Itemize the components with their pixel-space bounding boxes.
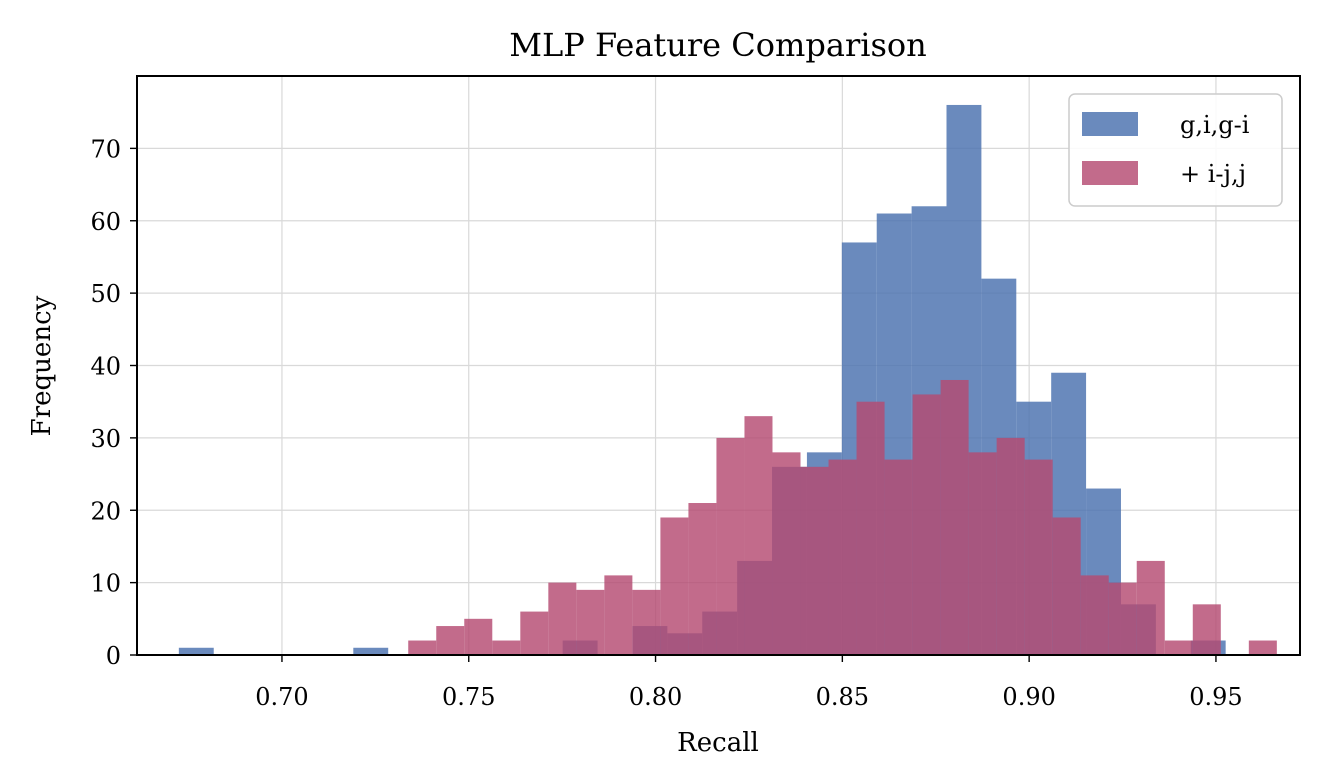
histogram-bar bbox=[772, 452, 801, 655]
histogram-bar bbox=[940, 379, 969, 655]
y-tick-label: 20 bbox=[90, 497, 121, 525]
histogram-bar bbox=[716, 437, 745, 655]
histogram-bar bbox=[492, 640, 521, 655]
histogram-bar bbox=[660, 517, 689, 655]
histogram-bar bbox=[912, 394, 941, 655]
histogram-bar bbox=[178, 647, 214, 655]
histogram-bar bbox=[884, 459, 913, 655]
histogram-bar bbox=[353, 647, 389, 655]
chart-title: MLP Feature Comparison bbox=[509, 26, 927, 64]
x-tick-label: 0.90 bbox=[1002, 683, 1055, 711]
series-1-bars bbox=[408, 379, 1277, 655]
y-axis-ticks: 0 10 20 30 40 50 60 70 bbox=[90, 135, 137, 670]
y-tick-label: 60 bbox=[90, 208, 121, 236]
x-tick-label: 0.80 bbox=[629, 683, 682, 711]
histogram-bar bbox=[968, 452, 997, 655]
histogram-bar bbox=[576, 589, 605, 655]
legend-box bbox=[1068, 93, 1283, 207]
legend: g,i,g-i + i-j,j bbox=[1068, 93, 1283, 207]
histogram-bar bbox=[744, 416, 773, 655]
x-axis-ticks: 0.70 0.75 0.80 0.85 0.90 0.95 bbox=[255, 655, 1243, 711]
histogram-bar bbox=[1136, 560, 1165, 655]
y-tick-label: 10 bbox=[90, 570, 121, 598]
histogram-bar bbox=[1080, 575, 1109, 655]
y-tick-label: 30 bbox=[90, 425, 121, 453]
histogram-bar bbox=[408, 640, 437, 655]
histogram-bars bbox=[178, 104, 1277, 655]
y-axis-label: Frequency bbox=[27, 295, 57, 436]
x-axis-label: Recall bbox=[677, 728, 759, 758]
y-tick-label: 70 bbox=[90, 135, 121, 163]
histogram-bar bbox=[436, 626, 465, 655]
x-tick-label: 0.85 bbox=[816, 683, 869, 711]
histogram-bar bbox=[828, 459, 857, 655]
histogram-bar bbox=[688, 503, 717, 655]
histogram-bar bbox=[1164, 640, 1193, 655]
histogram-bar bbox=[856, 401, 885, 655]
x-tick-label: 0.75 bbox=[442, 683, 495, 711]
histogram-bar bbox=[1192, 604, 1221, 655]
histogram-bar bbox=[520, 611, 549, 655]
histogram-bar bbox=[464, 618, 493, 655]
histogram-bar bbox=[800, 466, 829, 655]
x-tick-label: 0.95 bbox=[1189, 683, 1242, 711]
y-tick-label: 40 bbox=[90, 353, 121, 381]
legend-swatch-plus-i-j-j bbox=[1082, 161, 1138, 185]
y-tick-label: 0 bbox=[106, 642, 121, 670]
legend-label-plus-i-j-j: + i-j,j bbox=[1180, 160, 1246, 188]
legend-swatch-g-i-g-minus-i bbox=[1082, 112, 1138, 136]
x-tick-label: 0.70 bbox=[255, 683, 308, 711]
y-tick-label: 50 bbox=[90, 280, 121, 308]
legend-label-g-i-g-minus-i: g,i,g-i bbox=[1180, 111, 1250, 139]
histogram-bar bbox=[632, 589, 661, 655]
histogram-bar bbox=[1024, 459, 1053, 655]
histogram-bar bbox=[604, 575, 633, 655]
histogram-bar bbox=[548, 582, 577, 655]
histogram-bar bbox=[1052, 517, 1081, 655]
histogram-bar bbox=[996, 437, 1025, 655]
histogram-bar bbox=[1108, 582, 1137, 655]
histogram-bar bbox=[1248, 640, 1277, 655]
